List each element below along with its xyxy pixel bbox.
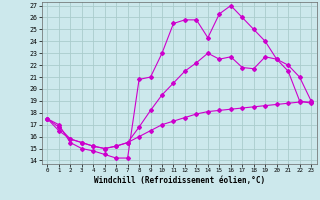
X-axis label: Windchill (Refroidissement éolien,°C): Windchill (Refroidissement éolien,°C) — [94, 176, 265, 185]
